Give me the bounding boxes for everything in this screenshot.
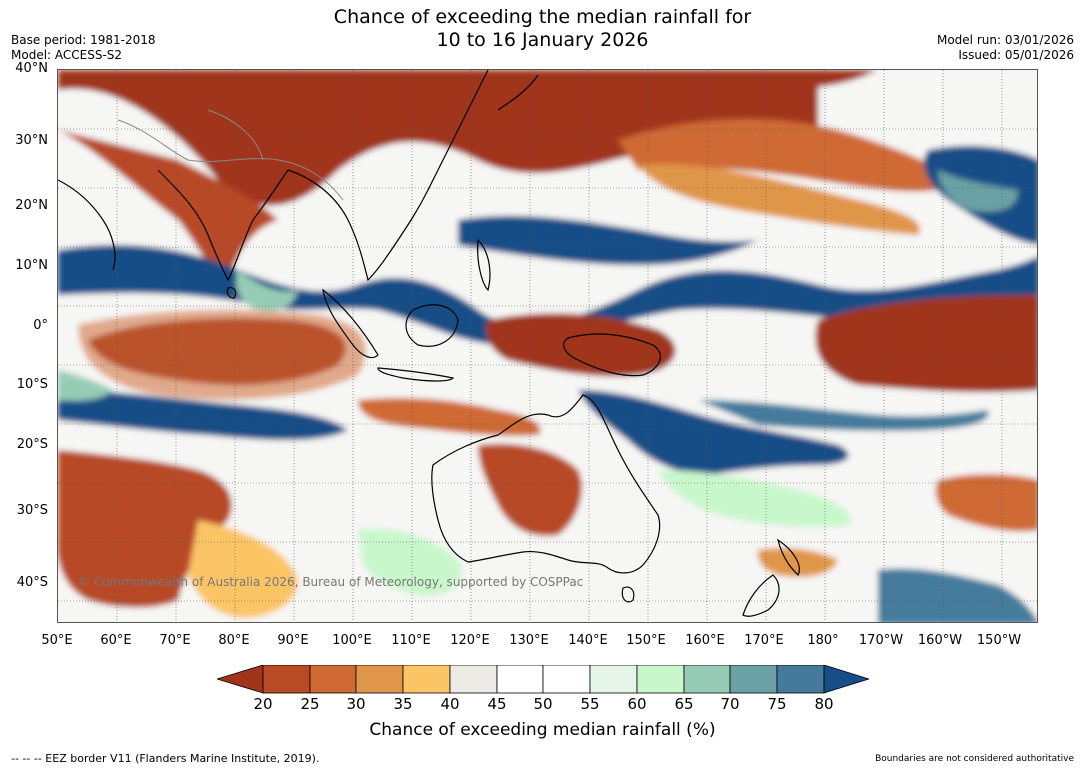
colorbar-tick-25: 25	[300, 695, 320, 713]
lon-label-50e: 50°E	[41, 633, 73, 648]
boundaries-disclaimer: Boundaries are not considered authoritat…	[875, 754, 1074, 764]
eez-border-note: -- -- -- EEZ border V11 (Flanders Marine…	[11, 752, 320, 765]
colorbar-tick-20: 20	[253, 695, 273, 713]
colorbar-tick-55: 55	[580, 695, 600, 713]
lon-label-70e: 70°E	[159, 633, 191, 648]
lat-label-10n: 10°N	[15, 258, 48, 273]
colorbar-tick-80: 80	[814, 695, 834, 713]
rainfall-probability-map: © Commonwealth of Australia 2026, Bureau…	[57, 69, 1038, 623]
lon-label-90e: 90°E	[277, 633, 309, 648]
coastlines	[58, 70, 800, 617]
base-period-text: Base period: 1981-2018	[11, 33, 156, 47]
issued-text: Issued: 05/01/2026	[958, 48, 1074, 62]
lon-label-170e: 170°E	[744, 633, 784, 648]
lat-label-10s: 10°S	[16, 377, 48, 392]
lon-label-140e: 140°E	[568, 633, 608, 648]
lat-label-30s: 30°S	[16, 503, 48, 518]
lon-label-150e: 150°E	[626, 633, 666, 648]
lat-label-20s: 20°S	[16, 437, 48, 452]
lon-label-170w: 170°W	[858, 633, 904, 648]
model-run-text: Model run: 03/01/2026	[936, 33, 1074, 47]
colorbar-tick-40: 40	[440, 695, 460, 713]
colorbar-tick-50: 50	[533, 695, 553, 713]
lon-label-160e: 160°E	[685, 633, 725, 648]
lat-label-0: 0°	[33, 318, 48, 333]
colorbar-tick-70: 70	[720, 695, 740, 713]
colorbar-tick-75: 75	[767, 695, 787, 713]
colorbar-title: Chance of exceeding median rainfall (%)	[369, 720, 716, 740]
colorbar-tick-35: 35	[393, 695, 413, 713]
lat-label-20n: 20°N	[15, 198, 48, 213]
lon-label-60e: 60°E	[100, 633, 132, 648]
model-text: Model: ACCESS-S2	[11, 48, 123, 62]
lat-label-30n: 30°N	[15, 133, 48, 148]
lat-label-40n: 40°N	[15, 61, 48, 76]
lon-label-160w: 160°W	[917, 633, 963, 648]
lon-label-130e: 130°E	[509, 633, 549, 648]
lon-label-100e: 100°E	[332, 633, 372, 648]
lon-label-150w: 150°W	[976, 633, 1022, 648]
lat-label-40s: 40°S	[16, 575, 48, 590]
colorbar-tick-30: 30	[346, 695, 366, 713]
map-title-line1: Chance of exceeding the median rainfall …	[333, 6, 752, 28]
lon-label-120e: 120°E	[450, 633, 490, 648]
colorbar	[217, 665, 869, 694]
colorbar-tick-65: 65	[674, 695, 694, 713]
lon-label-110e: 110°E	[391, 633, 431, 648]
lon-label-80e: 80°E	[218, 633, 250, 648]
colorbar-tick-45: 45	[487, 695, 507, 713]
lon-label-180: 180°	[807, 633, 839, 648]
copyright-notice: © Commonwealth of Australia 2026, Bureau…	[78, 575, 584, 589]
colorbar-tick-60: 60	[627, 695, 647, 713]
map-canvas	[58, 70, 1037, 622]
map-title-line2: 10 to 16 January 2026	[436, 29, 649, 51]
